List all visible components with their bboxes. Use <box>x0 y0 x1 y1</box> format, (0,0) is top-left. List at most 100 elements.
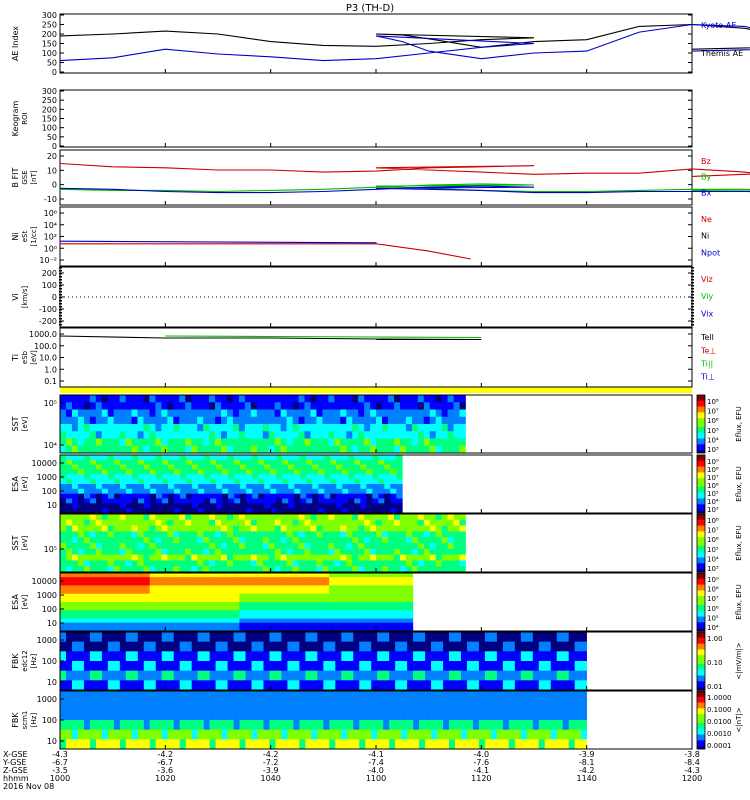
colorbar-tick-label: 10⁶ <box>707 605 719 613</box>
heatmap-cell <box>263 581 270 586</box>
heatmap-cell <box>460 710 468 721</box>
heatmap-cell <box>365 670 372 681</box>
heatmap-cell <box>348 479 355 485</box>
heatmap-cell <box>550 739 558 750</box>
heatmap-cell <box>60 661 67 671</box>
heatmap-cell <box>198 508 205 514</box>
heatmap-cell <box>364 543 371 550</box>
heatmap-cell <box>288 508 295 514</box>
heatmap-cell <box>336 469 343 475</box>
heatmap-cell <box>472 700 480 711</box>
heatmap-cell <box>304 445 311 454</box>
heatmap-cell <box>257 577 264 582</box>
heatmap-cell <box>215 610 222 615</box>
heatmap-cell <box>429 424 437 432</box>
heatmap-cell <box>204 488 211 494</box>
heatmap-cell <box>131 661 139 671</box>
heatmap-cell <box>191 445 198 454</box>
heatmap-cell <box>101 416 109 425</box>
heatmap-cell <box>299 739 306 750</box>
heatmap-cell <box>245 710 252 721</box>
heatmap-cell <box>192 498 199 504</box>
heatmap-cell <box>203 537 210 544</box>
y-tick-label: -200 <box>39 317 57 326</box>
heatmap-cell <box>318 493 325 499</box>
heatmap-cell <box>429 554 437 561</box>
heatmap-cell <box>125 691 133 701</box>
colorbar-tick-label: 10⁷ <box>707 474 719 482</box>
heatmap-cell <box>179 610 186 615</box>
heatmap-cell <box>257 739 264 750</box>
heatmap-cell <box>245 651 252 662</box>
heatmap-cell <box>329 614 336 619</box>
heatmap-cell <box>221 661 228 671</box>
heatmap-cell <box>89 409 97 418</box>
heatmap-cell <box>179 525 186 532</box>
heatmap-cell <box>399 431 407 439</box>
heatmap-cell <box>167 431 174 439</box>
heatmap-cell <box>341 651 348 662</box>
heatmap-cell <box>119 602 127 607</box>
heatmap-cell <box>282 488 289 494</box>
heatmap-cell <box>305 610 312 615</box>
heatmap-cell <box>262 409 270 418</box>
heatmap-cell <box>244 409 252 418</box>
heatmap-cell <box>95 566 103 573</box>
heatmap-cell <box>353 597 360 603</box>
heatmap-cell <box>95 606 103 611</box>
heatmap-cell <box>287 581 294 586</box>
heatmap-cell <box>574 720 581 730</box>
heatmap-cell <box>101 445 109 454</box>
colorbar-step <box>697 504 705 508</box>
heatmap-cell <box>335 632 342 642</box>
heatmap-cell <box>173 424 180 432</box>
heatmap-cell <box>83 626 91 632</box>
heatmap-cell <box>263 610 270 615</box>
heatmap-cell <box>323 651 330 662</box>
heatmap-cell <box>318 503 325 509</box>
heatmap-cell <box>251 700 258 711</box>
colorbar-tick-label: 0.01 <box>707 683 723 691</box>
heatmap-cell <box>137 729 145 740</box>
heatmap-cell <box>335 573 342 578</box>
heatmap-cell <box>173 602 180 607</box>
heatmap-cell <box>348 455 355 461</box>
heatmap-cell <box>209 554 216 561</box>
heatmap-cell <box>161 710 169 721</box>
heatmap-cell <box>460 661 468 671</box>
heatmap-cell <box>149 661 157 671</box>
heatmap-cell <box>216 479 223 485</box>
heatmap-cell <box>125 581 133 586</box>
heatmap-cell <box>417 537 425 544</box>
heatmap-cell <box>60 424 67 432</box>
heatmap-cell <box>191 597 198 603</box>
heatmap-cell <box>131 606 139 611</box>
heatmap-cell <box>263 739 270 750</box>
heatmap-cell <box>83 610 91 615</box>
heatmap-cell <box>330 498 337 504</box>
heatmap-cell <box>568 632 575 642</box>
y-tick-label: 200 <box>42 269 57 278</box>
heatmap-cell <box>264 469 271 475</box>
heatmap-cell <box>310 537 317 544</box>
heatmap-cell <box>264 484 271 490</box>
y-tick-label: 0 <box>52 181 57 190</box>
heatmap-cell <box>210 503 217 509</box>
heatmap-cell <box>405 431 413 439</box>
heatmap-cell <box>125 525 132 532</box>
heatmap-cell <box>263 700 270 711</box>
heatmap-cell <box>340 514 347 521</box>
heatmap-cell <box>258 455 265 461</box>
heatmap-cell <box>269 691 276 701</box>
heatmap-cell <box>167 514 174 521</box>
heatmap-cell <box>334 416 341 425</box>
heatmap-cell <box>310 548 317 555</box>
heatmap-cell <box>83 424 91 432</box>
heatmap-cell <box>131 641 139 652</box>
heatmap-cell <box>191 700 198 711</box>
heatmap-cell <box>71 438 79 447</box>
heatmap-cell <box>568 739 575 750</box>
heatmap-cell <box>286 424 293 432</box>
heatmap-cell <box>149 651 157 662</box>
heatmap-cell <box>198 464 205 470</box>
